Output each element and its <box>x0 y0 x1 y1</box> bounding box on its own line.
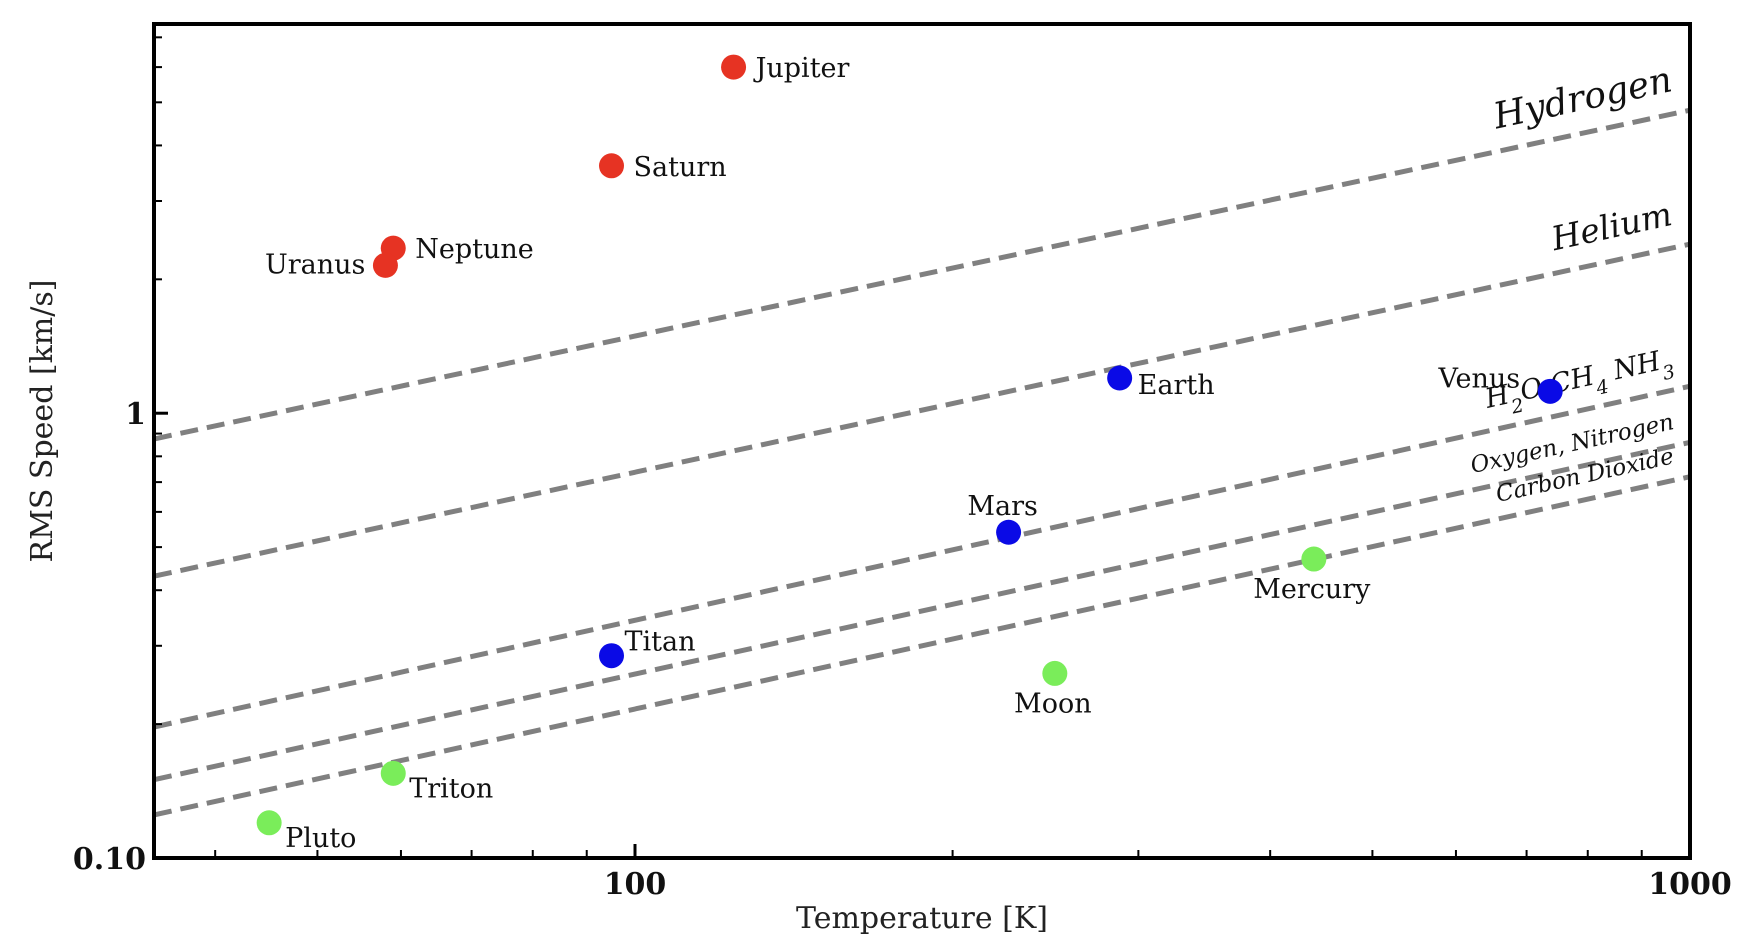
point-venus <box>1537 378 1563 404</box>
point-moon <box>1042 660 1068 686</box>
label-triton: Triton <box>409 773 493 804</box>
x-tick-label: 100 <box>604 867 667 902</box>
label-neptune: Neptune <box>415 234 534 265</box>
point-titan <box>599 643 625 669</box>
gas-line-helium <box>153 241 1691 579</box>
point-earth <box>1107 365 1133 391</box>
label-uranus: Uranus <box>265 249 365 280</box>
point-labels: Jupiter Saturn Neptune Uranus Earth Venus Mars… <box>265 53 1520 854</box>
point-mercury <box>1301 546 1327 572</box>
plot-frame <box>152 22 1692 860</box>
label-pluto: Pluto <box>285 823 356 854</box>
label-mercury: Mercury <box>1253 574 1371 605</box>
gas-line-oxygen-nitrogen <box>153 439 1691 783</box>
gas-line-hydrogen <box>153 107 1691 442</box>
point-pluto <box>256 810 282 836</box>
label-saturn: Saturn <box>634 152 727 183</box>
gas-label-hydrogen: Hydrogen <box>1489 59 1676 137</box>
label-mars: Mars <box>967 491 1038 522</box>
gas-line-carbon-dioxide <box>153 474 1691 818</box>
axes: 100 1000 0.10 1 Temperature [K] RMS Speed [km… <box>25 22 1732 936</box>
y-tick-label: 1 <box>125 397 146 432</box>
label-titan: Titan <box>625 627 696 658</box>
gas-label-helium: Helium <box>1547 194 1675 258</box>
point-triton <box>380 760 406 786</box>
point-jupiter <box>721 54 747 80</box>
y-tick-label: 0.10 <box>73 842 146 877</box>
x-axis-title: Temperature [K] <box>796 901 1048 936</box>
label-jupiter: Jupiter <box>753 53 850 84</box>
planet-points <box>256 54 1563 836</box>
label-venus: Venus <box>1438 363 1521 394</box>
label-moon: Moon <box>1014 688 1092 719</box>
gas-line-h2o-ch4-nh3 <box>153 383 1691 730</box>
y-axis-title: RMS Speed [km/s] <box>25 280 60 563</box>
point-mars <box>996 519 1022 545</box>
point-uranus <box>372 252 398 278</box>
point-saturn <box>599 153 625 179</box>
label-earth: Earth <box>1138 370 1215 401</box>
x-tick-label: 1000 <box>1648 867 1732 902</box>
